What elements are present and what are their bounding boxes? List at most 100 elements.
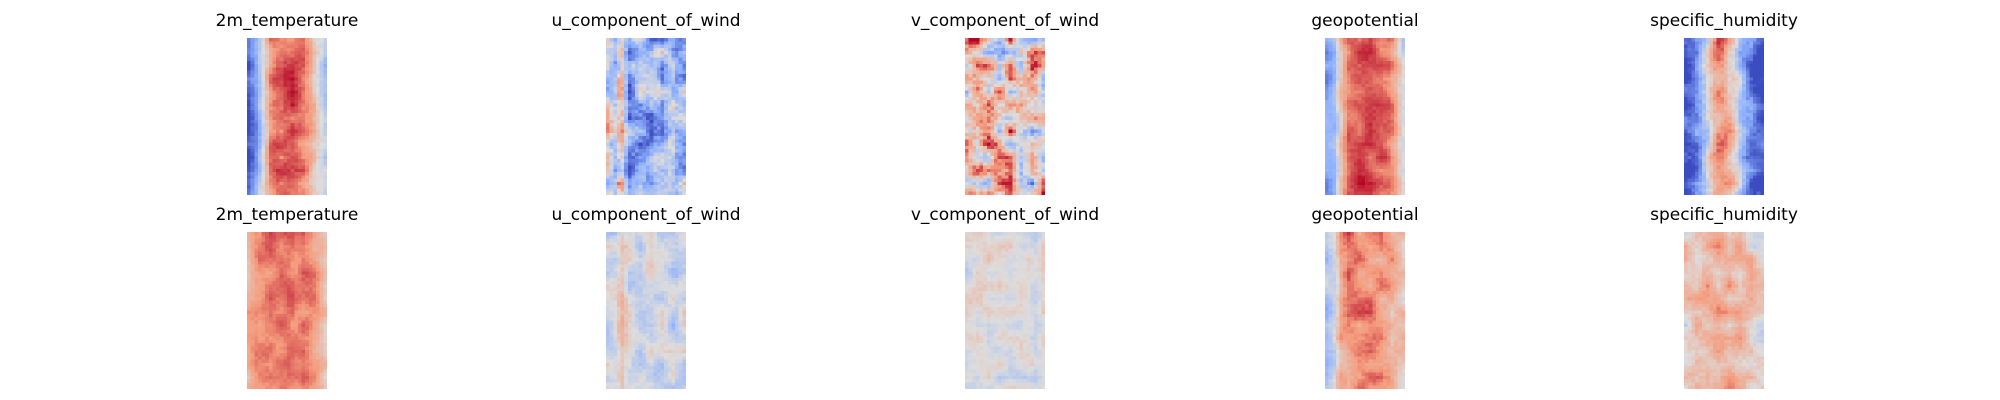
heatmap-cell <box>1354 155 1359 160</box>
heatmap-cell <box>1019 90 1024 95</box>
heatmap-cell <box>1713 119 1718 124</box>
heatmap-cell <box>1687 80 1692 85</box>
heatmap-cell <box>1738 96 1743 101</box>
heatmap-cell <box>649 136 654 140</box>
heatmap-cell <box>290 165 295 170</box>
heatmap-cell <box>1037 109 1042 114</box>
heatmap-cell <box>1383 96 1388 101</box>
heatmap-cell <box>247 51 252 55</box>
heatmap-cell <box>1716 103 1721 108</box>
heatmap-cell <box>646 100 651 105</box>
heatmap-cell <box>312 165 317 170</box>
heatmap-cell <box>1713 70 1718 75</box>
heatmap-cell <box>319 152 324 157</box>
heatmap-cell <box>265 191 270 195</box>
heatmap-cell <box>1738 67 1743 72</box>
heatmap-cell <box>660 103 665 108</box>
heatmap-cell <box>1354 142 1359 147</box>
heatmap-cell <box>606 96 611 101</box>
heatmap-cell <box>290 109 295 114</box>
heatmap-cell <box>1030 93 1035 98</box>
heatmap-cell <box>1687 129 1692 134</box>
heatmap-cell <box>646 175 651 180</box>
heatmap-cell <box>287 185 292 190</box>
heatmap-cell <box>272 57 277 62</box>
heatmap-cell <box>294 47 299 52</box>
heatmap-cell <box>682 149 686 154</box>
heatmap-cell <box>1361 139 1366 144</box>
heatmap-cell <box>664 44 669 49</box>
heatmap-cell <box>616 93 622 98</box>
heatmap-cell <box>1012 44 1017 49</box>
heatmap-cell <box>312 38 317 42</box>
heatmap-cell <box>678 51 683 55</box>
heatmap-cell <box>1005 178 1010 183</box>
heatmap-cell <box>606 113 611 118</box>
heatmap-cell <box>1361 155 1366 160</box>
heatmap-cell <box>1760 119 1764 124</box>
heatmap-cell <box>1026 142 1032 147</box>
heatmap-cell <box>1332 175 1337 180</box>
heatmap-cell <box>667 188 673 193</box>
heatmap-cell <box>606 191 611 195</box>
heatmap-cell <box>294 126 299 131</box>
heatmap-cell <box>1727 109 1732 114</box>
heatmap-cell <box>272 64 277 69</box>
heatmap-cell <box>968 90 973 95</box>
heatmap-cell <box>1346 123 1352 127</box>
heatmap-cell <box>1383 80 1388 85</box>
heatmap-cell <box>638 155 643 160</box>
heatmap-cell <box>272 54 277 59</box>
heatmap-cell <box>1023 57 1028 62</box>
heatmap-cell <box>1401 168 1405 173</box>
heatmap-cell <box>301 162 306 167</box>
heatmap-cell <box>1375 64 1381 69</box>
heatmap-cell <box>257 123 263 127</box>
heatmap-cell <box>616 152 622 157</box>
heatmap-cell <box>609 136 614 140</box>
heatmap-cell <box>1731 44 1736 49</box>
heatmap-cell <box>667 106 673 111</box>
heatmap-cell <box>250 175 255 180</box>
heatmap-cell <box>1397 126 1402 131</box>
heatmap-cell <box>297 188 303 193</box>
heatmap-cell <box>247 73 252 78</box>
heatmap-cell <box>675 142 680 147</box>
heatmap-cell <box>1756 67 1761 72</box>
heatmap-cell <box>660 155 665 160</box>
heatmap-cell <box>279 129 284 134</box>
heatmap-cell <box>1727 70 1732 75</box>
heatmap-cell <box>1012 139 1017 144</box>
heatmap-cell <box>257 142 263 147</box>
heatmap-cell <box>627 132 633 137</box>
heatmap-cell <box>1401 145 1405 150</box>
heatmap-cell <box>616 80 622 85</box>
heatmap-cell <box>997 185 1002 190</box>
heatmap-cell <box>620 126 625 131</box>
heatmap-cell <box>268 168 274 173</box>
heatmap-cell <box>620 145 625 150</box>
heatmap-cell <box>1375 145 1381 150</box>
heatmap-cell <box>1397 103 1402 108</box>
heatmap-cell <box>1724 67 1729 72</box>
heatmap-cell <box>1365 132 1370 137</box>
heatmap-cell <box>1041 38 1045 42</box>
heatmap-cell <box>1346 149 1352 154</box>
heatmap-cell <box>682 64 686 69</box>
heatmap-cell <box>1365 191 1370 195</box>
heatmap-cell <box>638 70 643 75</box>
heatmap-cell <box>1745 57 1751 62</box>
heatmap-cell <box>620 172 625 176</box>
heatmap-cell <box>656 168 662 173</box>
heatmap-cell <box>1731 70 1736 75</box>
heatmap-cell <box>606 185 611 190</box>
heatmap-cell <box>279 149 284 154</box>
heatmap-cell <box>653 67 658 72</box>
heatmap-cell <box>1335 129 1341 134</box>
heatmap-cell <box>1026 165 1032 170</box>
heatmap-cell <box>294 155 299 160</box>
heatmap-cell <box>1372 47 1377 52</box>
heatmap-cell <box>975 60 981 65</box>
heatmap-cell <box>287 83 292 88</box>
heatmap-cell <box>1383 172 1388 176</box>
